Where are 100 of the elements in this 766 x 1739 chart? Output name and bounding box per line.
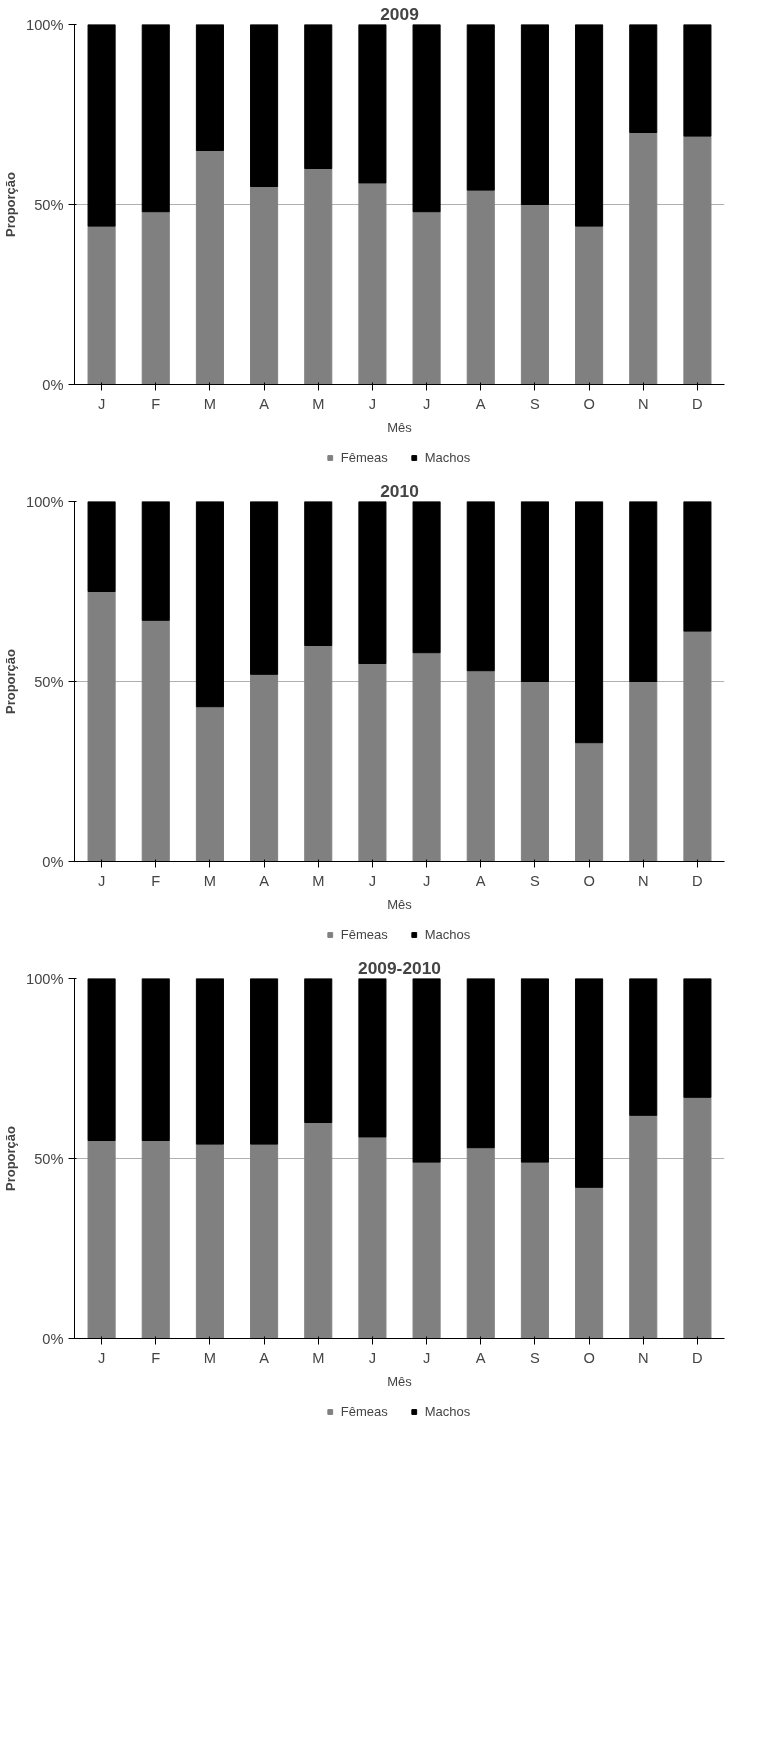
y-axis-title: Proporção (3, 171, 19, 238)
bar (304, 168, 333, 385)
bar (358, 1136, 387, 1339)
bar (466, 189, 495, 385)
bar (195, 501, 224, 708)
bar (683, 978, 712, 1098)
x-tick-label: M (203, 1349, 217, 1366)
bar (683, 501, 712, 632)
bar (195, 1143, 224, 1339)
bar (141, 24, 170, 213)
y-axis-title: Proporção (3, 1125, 19, 1192)
bar (304, 645, 333, 862)
bar (250, 673, 279, 862)
y-tick-label: 0% (42, 376, 64, 393)
chart-title: 2010 (380, 480, 419, 501)
bar (412, 1161, 441, 1339)
bar (466, 978, 495, 1149)
bar (195, 978, 224, 1145)
bar (575, 501, 604, 744)
bar (412, 978, 441, 1163)
x-tick-label: A (475, 1349, 486, 1366)
x-tick-label: J (97, 872, 106, 889)
bar (87, 1140, 116, 1339)
x-tick-label: O (583, 395, 595, 412)
bar (358, 501, 387, 664)
bar (412, 501, 441, 654)
bar (629, 501, 658, 682)
bar (575, 742, 604, 862)
bar (195, 150, 224, 385)
bar (87, 24, 116, 227)
x-tick-label: D (692, 872, 703, 889)
bar (575, 24, 604, 227)
x-tick-label: S (530, 1349, 541, 1366)
x-tick-label: A (259, 1349, 270, 1366)
x-tick-label: D (692, 395, 703, 412)
x-tick-label: D (692, 1349, 703, 1366)
bar (195, 24, 224, 151)
x-tick-label: O (583, 1349, 595, 1366)
chart-title: 2009 (380, 3, 419, 24)
bar (141, 501, 170, 621)
bar (466, 1147, 495, 1339)
x-tick-label: A (259, 872, 270, 889)
bar (629, 978, 658, 1116)
bar (683, 1096, 712, 1339)
bar (250, 24, 279, 187)
y-tick-label: 0% (42, 853, 64, 870)
bar (520, 204, 549, 385)
bar (629, 24, 658, 133)
x-tick-label: J (97, 395, 106, 412)
bar (250, 978, 279, 1145)
y-tick-label: 0% (42, 1330, 64, 1347)
x-tick-label: J (368, 395, 377, 412)
x-axis-title: Mês (387, 896, 413, 912)
bar (520, 978, 549, 1163)
x-tick-label: J (422, 872, 431, 889)
x-tick-label: M (203, 395, 217, 412)
chart-title: 2009-2010 (358, 957, 441, 978)
bar (575, 978, 604, 1188)
x-tick-label: M (312, 1349, 325, 1366)
bar (683, 24, 712, 137)
bar (412, 24, 441, 213)
bar (195, 706, 224, 862)
bar (412, 652, 441, 862)
bar (250, 186, 279, 385)
bar (466, 670, 495, 862)
legend-label: Machos (424, 1403, 471, 1419)
y-tick-label: 50% (34, 673, 64, 690)
x-tick-label: J (368, 1349, 377, 1366)
x-tick-label: A (475, 872, 486, 889)
x-axis-title: Mês (387, 1373, 413, 1389)
x-axis-title: Mês (387, 419, 413, 435)
legend-label: Fêmeas (340, 926, 388, 942)
bar (520, 24, 549, 205)
bar (87, 978, 116, 1141)
bar (575, 225, 604, 385)
legend-label: Fêmeas (340, 449, 388, 465)
bar (304, 978, 333, 1123)
x-tick-label: F (151, 1349, 161, 1366)
x-tick-label: M (312, 872, 325, 889)
x-tick-label: M (203, 872, 217, 889)
bar (250, 501, 279, 675)
bar (141, 211, 170, 385)
x-tick-label: O (583, 872, 595, 889)
bar (87, 225, 116, 385)
x-tick-label: N (637, 395, 649, 412)
x-tick-label: F (151, 395, 161, 412)
bar (520, 681, 549, 862)
x-tick-label: A (475, 395, 486, 412)
bar (358, 663, 387, 862)
legend-label: Machos (424, 926, 471, 942)
bar (629, 132, 658, 385)
legend-label: Machos (424, 449, 471, 465)
bar (629, 681, 658, 862)
x-tick-label: S (530, 872, 541, 889)
x-tick-label: N (637, 1349, 649, 1366)
x-tick-label: S (530, 395, 541, 412)
bar (141, 978, 170, 1141)
bar (87, 501, 116, 592)
bar (358, 978, 387, 1138)
x-tick-label: J (368, 872, 377, 889)
